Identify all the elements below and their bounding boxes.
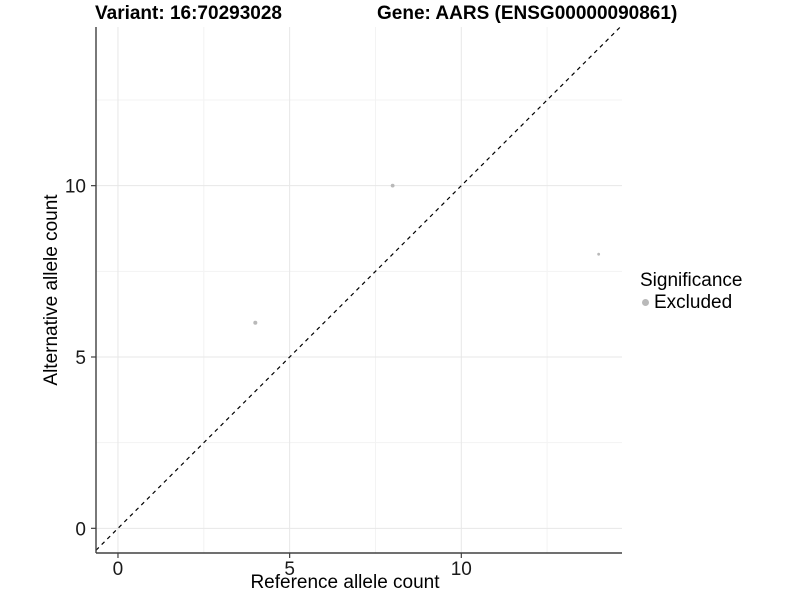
identity-line	[95, 26, 621, 551]
x-tick-label: 10	[451, 559, 472, 580]
data-point	[253, 320, 258, 325]
x-tick-label: 0	[113, 559, 124, 580]
data-point	[390, 183, 395, 188]
legend-item-label: Excluded	[654, 292, 733, 313]
x-axis-title: Reference allele count	[250, 572, 440, 593]
gene-title: Gene: AARS (ENSG00000090861)	[377, 3, 678, 24]
y-tick-label: 0	[75, 519, 86, 540]
legend-title: Significance	[640, 270, 743, 291]
y-axis-title: Alternative allele count	[41, 194, 62, 386]
x-tick-label: 5	[284, 559, 295, 580]
excluded-point-icon	[642, 299, 649, 306]
data-point	[597, 252, 601, 256]
y-tick-label: 10	[65, 177, 86, 198]
variant-title: Variant: 16:70293028	[95, 3, 282, 24]
legend: Significance Excluded	[640, 270, 742, 313]
legend-item-excluded: Excluded	[640, 292, 742, 313]
y-tick-label: 5	[75, 348, 86, 369]
